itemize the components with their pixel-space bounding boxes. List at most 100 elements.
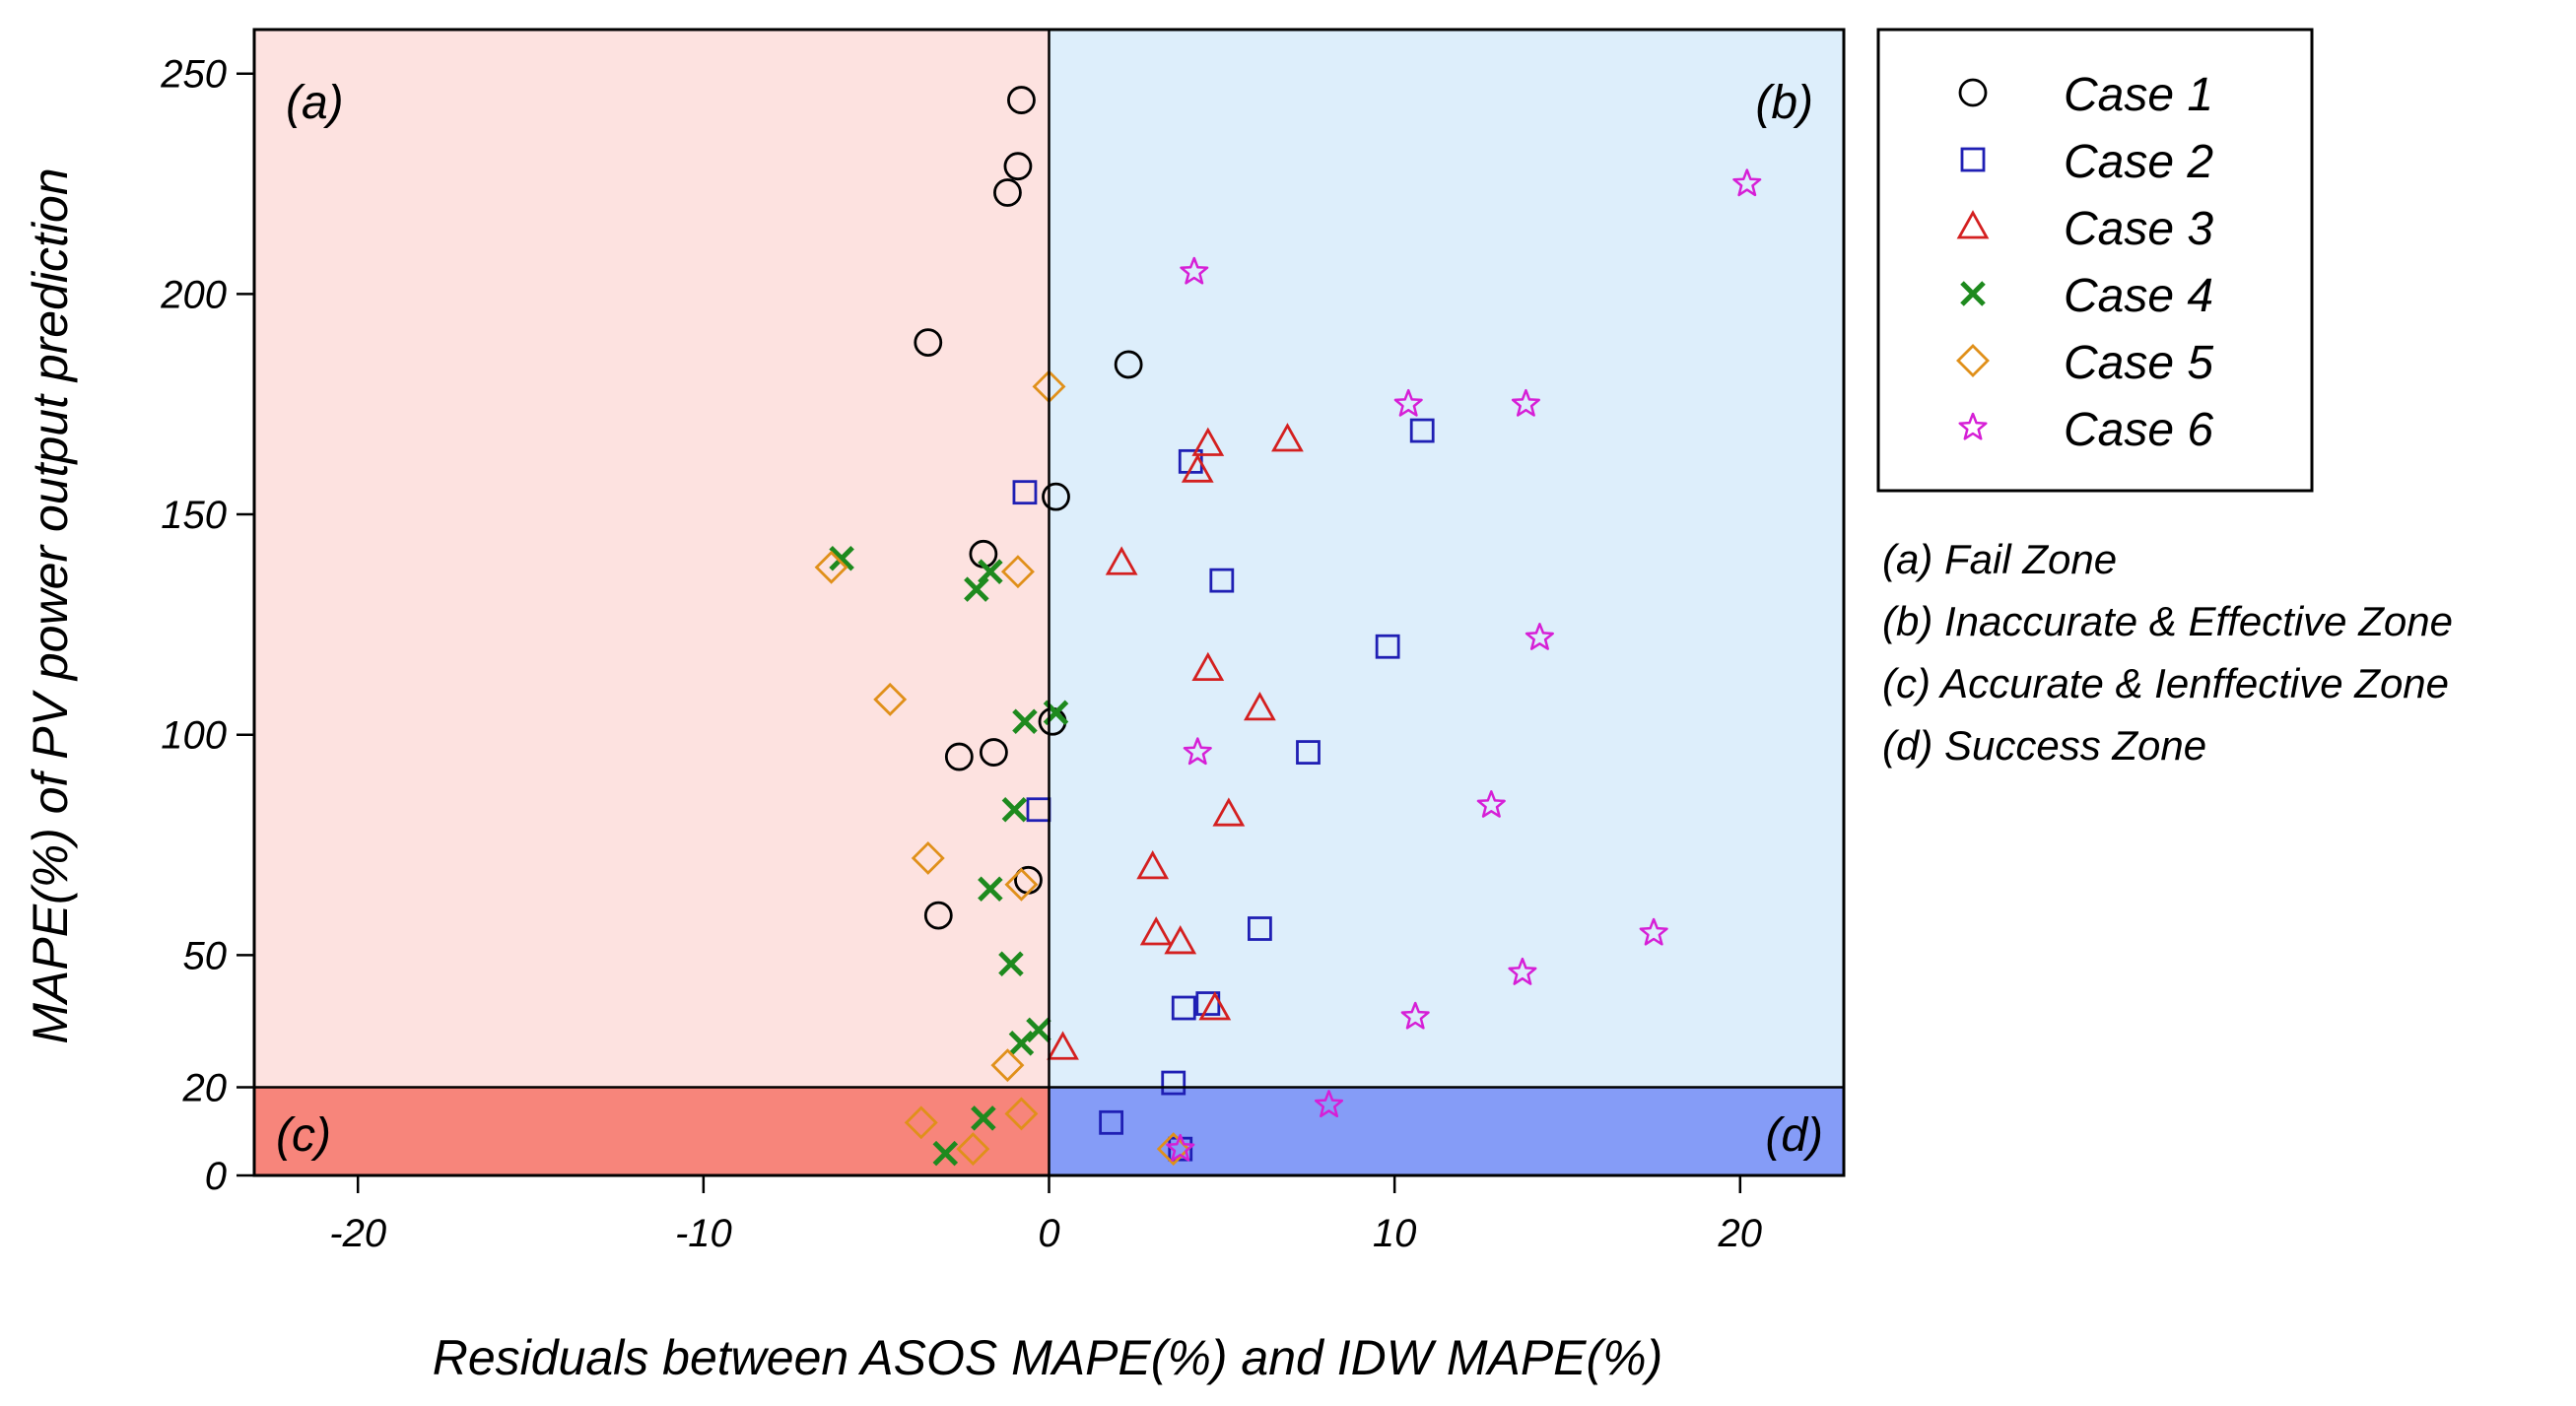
data-point-star — [1525, 623, 1554, 650]
data-point-diamond — [1004, 1097, 1039, 1131]
data-point-diamond — [911, 840, 945, 875]
legend-entry-label: Case 3 — [2064, 203, 2213, 255]
y-axis-title: MAPE(%) of PV power output prediction — [23, 167, 78, 1043]
legend-box — [1876, 28, 2314, 493]
zone-note: (b) Inaccurate & Effective Zone — [1882, 598, 2453, 644]
data-point-cross — [998, 951, 1024, 977]
data-point-square — [1161, 1070, 1186, 1096]
data-points — [814, 86, 1762, 1167]
data-point-circle — [923, 901, 953, 930]
zone-bottom-left — [254, 1087, 1050, 1175]
zone-backgrounds: (a) (b) (c) (d) — [254, 30, 1844, 1175]
data-point-diamond — [814, 550, 848, 584]
data-point-triangle — [1198, 991, 1232, 1021]
data-point-square — [1171, 995, 1196, 1021]
data-point-triangle — [1271, 423, 1304, 452]
data-point-circle — [1007, 86, 1036, 114]
data-point-triangle — [1139, 916, 1173, 946]
data-point-triangle — [1047, 1031, 1079, 1060]
data-point-cross — [829, 546, 854, 571]
y-tick-label: 0 — [205, 1155, 227, 1198]
data-point-cross — [1026, 1017, 1051, 1043]
data-point-star — [1476, 790, 1506, 818]
plot-border — [252, 28, 1846, 1177]
legend-entry-label: Case 5 — [2064, 337, 2213, 389]
data-point-square — [1012, 480, 1038, 505]
legend-marker-triangle — [1956, 210, 1990, 239]
zone-top-right — [1049, 30, 1844, 1088]
data-point-diamond — [904, 1105, 938, 1140]
legend-marker-diamond — [1956, 344, 1990, 377]
x-tick-label: -10 — [675, 1212, 732, 1255]
zone-bottom-right — [1049, 1087, 1844, 1175]
x-tick-label: -20 — [329, 1212, 386, 1255]
zone-note: (a) Fail Zone — [1882, 536, 2117, 582]
data-point-star — [1166, 1133, 1195, 1162]
data-point-cross — [932, 1140, 959, 1167]
data-point-square — [1099, 1109, 1124, 1135]
legend-marker-square — [1960, 147, 1986, 172]
zone-note: (d) Success Zone — [1882, 722, 2206, 769]
y-tick-label: 50 — [183, 934, 228, 977]
zone-notes: (a) Fail Zone (b) Inaccurate & Effective … — [1882, 536, 2453, 769]
y-tick-label: 200 — [160, 273, 227, 316]
data-point-star — [1314, 1090, 1344, 1118]
zone-label-bottom-right: (d) — [1765, 1109, 1823, 1162]
data-point-triangle — [1105, 546, 1138, 575]
data-point-star — [1732, 168, 1762, 197]
x-axis-title: Residuals between ASOS MAPE(%) and IDW M… — [433, 1330, 1663, 1385]
data-point-circle — [944, 742, 974, 771]
data-point-cross — [978, 876, 1003, 903]
data-point-diamond — [873, 682, 908, 716]
data-point-triangle — [1181, 453, 1214, 483]
y-tick-label: 100 — [161, 714, 227, 758]
data-point-square — [1409, 418, 1435, 443]
data-point-diamond — [1000, 555, 1035, 589]
data-point-diamond — [990, 1048, 1025, 1083]
legend-marker-star — [1958, 412, 1988, 440]
data-point-triangle — [1244, 691, 1276, 721]
data-point-cross — [1001, 796, 1028, 823]
legend-entry-label: Case 2 — [2064, 136, 2213, 188]
data-point-square — [1209, 568, 1235, 593]
data-point-circle — [914, 328, 943, 357]
data-point-diamond — [1004, 867, 1039, 902]
data-point-circle — [979, 738, 1008, 767]
data-point-star — [1180, 256, 1209, 285]
zone-top-left — [254, 30, 1050, 1088]
data-point-triangle — [1212, 797, 1246, 827]
data-point-cross — [964, 576, 989, 602]
legend-marker-circle — [1958, 78, 1988, 107]
data-point-triangle — [1164, 925, 1197, 955]
legend: Case 1 Case 2 Case 3 Case 4 Case 5 Case 6 — [1876, 28, 2314, 493]
y-tick-label: 250 — [160, 53, 227, 97]
zone-label-bottom-left: (c) — [276, 1109, 331, 1162]
data-point-square — [1375, 634, 1400, 659]
data-point-triangle — [1191, 427, 1225, 456]
data-point-diamond — [956, 1132, 990, 1167]
data-point-square — [1296, 740, 1321, 765]
legend-entry-label: Case 4 — [2064, 270, 2213, 322]
data-point-square — [1247, 916, 1272, 941]
zone-label-top-left: (a) — [286, 77, 344, 129]
data-point-star — [1511, 388, 1540, 417]
data-point-triangle — [1191, 651, 1225, 681]
zone-note: (c) Accurate & Ienffective Zone — [1882, 660, 2449, 706]
data-point-circle — [1114, 350, 1143, 379]
zone-label-top-right: (b) — [1755, 77, 1813, 129]
legend-entry-label: Case 6 — [2064, 404, 2213, 456]
data-point-circle — [993, 178, 1022, 207]
legend-marker-cross — [1960, 281, 1986, 306]
data-point-cross — [978, 559, 1003, 584]
data-point-cross — [1008, 1031, 1035, 1056]
data-point-star — [1639, 917, 1668, 946]
data-point-circle — [1003, 152, 1033, 181]
legend-entry-label: Case 1 — [2064, 69, 2213, 121]
data-point-star — [1508, 957, 1537, 985]
data-point-star — [1183, 737, 1212, 766]
y-tick-label: 150 — [161, 494, 227, 537]
y-tick-label: 20 — [182, 1067, 228, 1110]
plot-frame — [252, 28, 1846, 1177]
